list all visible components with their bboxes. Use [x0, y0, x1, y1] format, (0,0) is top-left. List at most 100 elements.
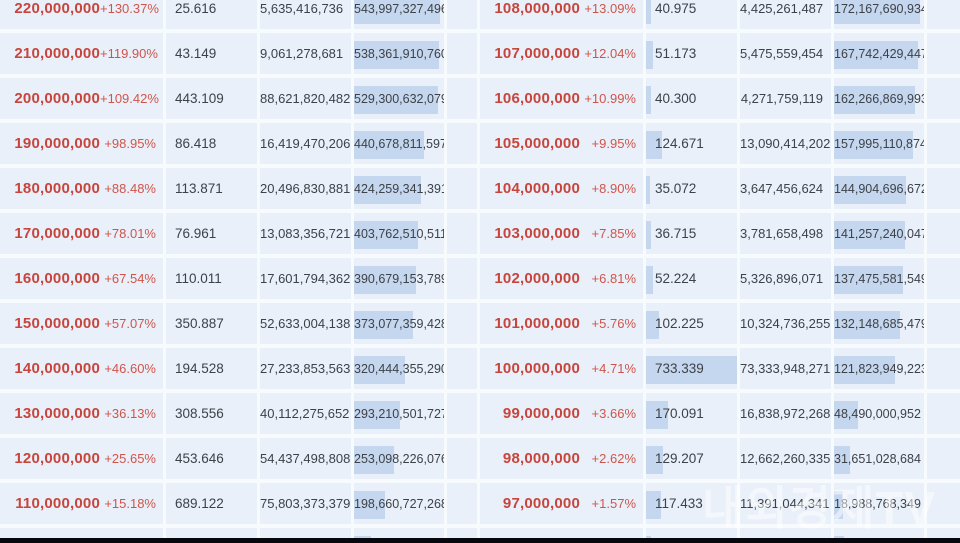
- quantity-value: 170.091: [655, 406, 704, 421]
- price-change-cell[interactable]: 160,000,000 +67.54%: [0, 258, 166, 299]
- price-change-cell[interactable]: 97,000,000 +1.57%: [480, 483, 646, 524]
- volume-value: 16,419,470,206: [260, 136, 351, 151]
- volume-cell: 13,083,356,721: [260, 213, 354, 254]
- cumulative-value: 48,490,000,952: [834, 406, 921, 421]
- price-change-cell[interactable]: 103,000,000 +7.85%: [480, 213, 646, 254]
- change-percent: +78.01%: [104, 226, 156, 241]
- right-orderbook-row[interactable]: 99,000,000 +3.66% 170.091 16,838,972,268 48,…: [480, 393, 960, 434]
- right-orderbook-row[interactable]: 98,000,000 +2.62% 129.207 12,662,260,335 31,…: [480, 438, 960, 479]
- left-orderbook-row[interactable]: 210,000,000 +119.90% 43.149 9,061,278,681 53…: [0, 33, 480, 74]
- right-orderbook-row[interactable]: 103,000,000 +7.85% 36.715 3,781,658,498 141,…: [480, 213, 960, 254]
- price-change-cell[interactable]: 120,000,000 +25.65%: [0, 438, 166, 479]
- cumulative-value: 172,167,690,934: [834, 1, 927, 16]
- price-change-cell[interactable]: 110,000,000 +15.18%: [0, 483, 166, 524]
- quantity-value: 733.339: [655, 361, 704, 376]
- right-orderbook-row[interactable]: 106,000,000 +10.99% 40.300 4,271,759,119 162…: [480, 78, 960, 119]
- cumulative-cell: 538,361,910,760: [354, 33, 447, 74]
- cumulative-cell: 390,679,153,789: [354, 258, 447, 299]
- quantity-bar: [646, 356, 737, 384]
- spacer-cell: [447, 78, 480, 119]
- right-orderbook-row[interactable]: 101,000,000 +5.76% 102.225 10,324,736,255 13…: [480, 303, 960, 344]
- left-orderbook-row[interactable]: 170,000,000 +78.01% 76.961 13,083,356,721 40…: [0, 213, 480, 254]
- cumulative-value: 293,210,501,727: [354, 406, 447, 421]
- left-orderbook-row[interactable]: 150,000,000 +57.07% 350.887 52,633,004,138 3…: [0, 303, 480, 344]
- quantity-bar: [646, 311, 659, 339]
- quantity-cell: 86.418: [166, 123, 260, 164]
- spacer-cell: [447, 258, 480, 299]
- spacer-cell: [447, 483, 480, 524]
- volume-value: 75,803,373,379: [260, 496, 351, 511]
- right-orderbook-row[interactable]: 105,000,000 +9.95% 124.671 13,090,414,202 15…: [480, 123, 960, 164]
- right-orderbook-row[interactable]: 108,000,000 +13.09% 40.975 4,425,261,487 172…: [480, 0, 960, 29]
- change-percent: +57.07%: [104, 316, 156, 331]
- price-change-cell[interactable]: 101,000,000 +5.76%: [480, 303, 646, 344]
- left-orderbook-row[interactable]: 190,000,000 +98.95% 86.418 16,419,470,206 44…: [0, 123, 480, 164]
- cumulative-cell: 293,210,501,727: [354, 393, 447, 434]
- price-value: 107,000,000: [494, 45, 580, 62]
- left-orderbook-row[interactable]: 180,000,000 +88.48% 113.871 20,496,830,881 4…: [0, 168, 480, 209]
- cumulative-bar: [834, 176, 906, 204]
- left-orderbook-row[interactable]: 200,000,000 +109.42% 443.109 88,621,820,482…: [0, 78, 480, 119]
- volume-value: 5,475,559,454: [740, 46, 824, 61]
- price-change-cell[interactable]: 99,000,000 +3.66%: [480, 393, 646, 434]
- cumulative-value: 390,679,153,789: [354, 271, 447, 286]
- price-change-cell[interactable]: 98,000,000 +2.62%: [480, 438, 646, 479]
- price-change-cell[interactable]: 150,000,000 +57.07%: [0, 303, 166, 344]
- cumulative-value: 373,077,359,428: [354, 316, 447, 331]
- left-orderbook-row[interactable]: 220,000,000 +130.37% 25.616 5,635,416,736 54…: [0, 0, 480, 29]
- price-change-cell[interactable]: 200,000,000 +109.42%: [0, 78, 166, 119]
- cumulative-cell: 132,148,685,479: [834, 303, 927, 344]
- price-value: 220,000,000: [14, 0, 100, 17]
- price-change-cell[interactable]: 210,000,000 +119.90%: [0, 33, 166, 74]
- cumulative-bar: [834, 131, 913, 159]
- right-orderbook-row[interactable]: 107,000,000 +12.04% 51.173 5,475,559,454 167…: [480, 33, 960, 74]
- price-change-cell[interactable]: 108,000,000 +13.09%: [480, 0, 646, 29]
- volume-value: 40,112,275,652: [260, 406, 350, 421]
- left-orderbook-row[interactable]: 160,000,000 +67.54% 110.011 17,601,794,362 3…: [0, 258, 480, 299]
- right-orderbook-row[interactable]: 97,000,000 +1.57% 117.433 11,391,044,341 18,…: [480, 483, 960, 524]
- cumulative-cell: 157,995,110,874: [834, 123, 927, 164]
- left-orderbook-row[interactable]: 130,000,000 +36.13% 308.556 40,112,275,652 2…: [0, 393, 480, 434]
- cumulative-cell: 162,266,869,993: [834, 78, 927, 119]
- spacer-cell: [927, 303, 960, 344]
- right-orderbook-row[interactable]: 104,000,000 +8.90% 35.072 3,647,456,624 144,…: [480, 168, 960, 209]
- price-change-cell[interactable]: 170,000,000 +78.01%: [0, 213, 166, 254]
- right-orderbook-row[interactable]: 100,000,000 +4.71% 733.339 73,333,948,271 12…: [480, 348, 960, 389]
- price-change-cell[interactable]: 190,000,000 +98.95%: [0, 123, 166, 164]
- price-change-cell[interactable]: 105,000,000 +9.95%: [480, 123, 646, 164]
- left-orderbook-row[interactable]: 120,000,000 +25.65% 453.646 54,437,498,808 2…: [0, 438, 480, 479]
- price-change-cell[interactable]: 102,000,000 +6.81%: [480, 258, 646, 299]
- volume-value: 3,781,658,498: [740, 226, 824, 241]
- price-value: 99,000,000: [502, 405, 580, 422]
- volume-cell: 9,061,278,681: [260, 33, 354, 74]
- quantity-cell: 102.225: [646, 303, 740, 344]
- price-change-cell[interactable]: 104,000,000 +8.90%: [480, 168, 646, 209]
- price-value: 100,000,000: [494, 360, 580, 377]
- cumulative-value: 440,678,811,597: [354, 136, 447, 151]
- cumulative-bar: [354, 266, 416, 294]
- orderbook-row: 180,000,000 +88.48% 113.871 20,496,830,881 4…: [0, 168, 960, 213]
- price-change-cell[interactable]: 180,000,000 +88.48%: [0, 168, 166, 209]
- cumulative-bar: [834, 266, 903, 294]
- price-change-cell[interactable]: 140,000,000 +46.60%: [0, 348, 166, 389]
- price-change-cell[interactable]: 130,000,000 +36.13%: [0, 393, 166, 434]
- spacer-cell: [447, 348, 480, 389]
- price-change-cell[interactable]: 106,000,000 +10.99%: [480, 78, 646, 119]
- volume-value: 12,662,260,335: [740, 451, 831, 466]
- right-orderbook-row[interactable]: 102,000,000 +6.81% 52.224 5,326,896,071 137,…: [480, 258, 960, 299]
- cumulative-bar: [354, 311, 413, 339]
- price-change-cell[interactable]: 107,000,000 +12.04%: [480, 33, 646, 74]
- left-orderbook-row[interactable]: 110,000,000 +15.18% 689.122 75,803,373,379 1…: [0, 483, 480, 524]
- cumulative-cell: 198,660,727,268: [354, 483, 447, 524]
- price-change-cell[interactable]: 220,000,000 +130.37%: [0, 0, 166, 29]
- quantity-cell: 117.433: [646, 483, 740, 524]
- cumulative-value: 320,444,355,290: [354, 361, 447, 376]
- left-orderbook-row[interactable]: 140,000,000 +46.60% 194.528 27,233,853,563 3…: [0, 348, 480, 389]
- quantity-value: 35.072: [655, 181, 697, 196]
- price-value: 200,000,000: [14, 90, 100, 107]
- volume-cell: 11,391,044,341: [740, 483, 834, 524]
- change-percent: +2.62%: [591, 451, 636, 466]
- cumulative-bar: [354, 221, 418, 249]
- price-change-cell[interactable]: 100,000,000 +4.71%: [480, 348, 646, 389]
